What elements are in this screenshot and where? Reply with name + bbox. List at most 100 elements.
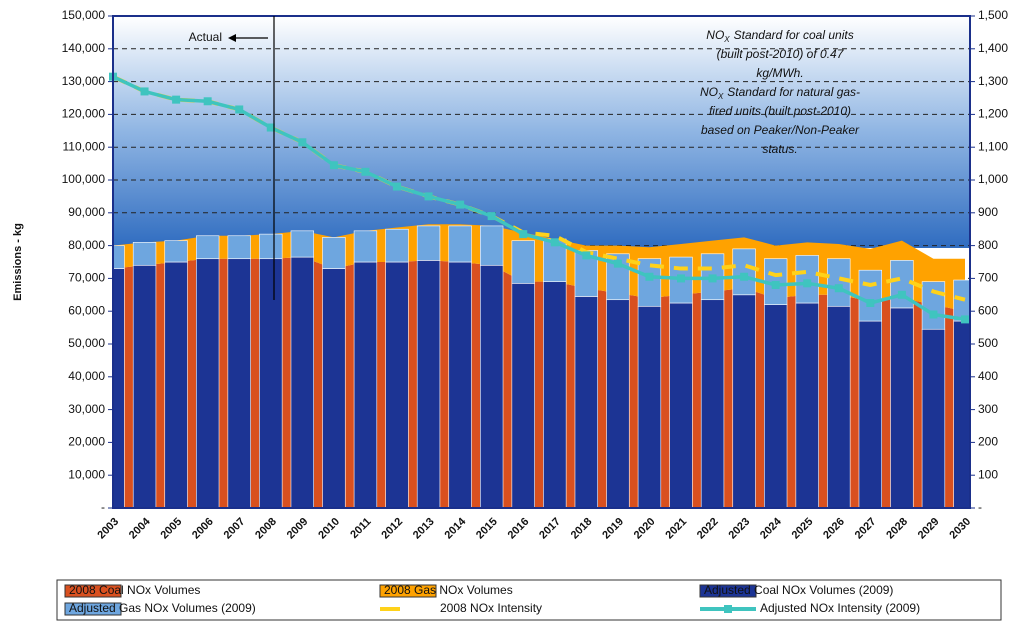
- y-tick-label: 10,000: [68, 467, 105, 481]
- marker: [393, 182, 401, 191]
- y-tick-label: 150,000: [62, 8, 106, 22]
- legend-label: 2008 NOx Intensity: [440, 601, 542, 615]
- x-tick-label: 2018: [569, 516, 595, 542]
- bar: [322, 268, 346, 508]
- y-tick-label: 20,000: [68, 435, 105, 449]
- marker: [235, 105, 244, 114]
- bar: [385, 228, 409, 263]
- y-tick-label: 120,000: [62, 107, 106, 121]
- actual-label: Actual: [189, 30, 222, 44]
- marker: [961, 315, 969, 324]
- note-text: fired units (built post-2010): [709, 104, 851, 118]
- bar: [953, 320, 970, 508]
- marker: [613, 259, 622, 268]
- y2-tick-label: 600: [978, 303, 998, 317]
- y2-tick-label: 1,400: [978, 41, 1008, 55]
- x-tick-label: 2009: [285, 516, 311, 542]
- note-line: status.: [762, 142, 797, 156]
- legend: 2008 Coal NOx Volumes 2008 Gas NOx Volume…: [64, 583, 920, 616]
- bar: [416, 225, 441, 261]
- bar: [637, 258, 662, 307]
- x-tick-label: 2026: [821, 516, 847, 542]
- x-tick-label: 2015: [474, 516, 500, 542]
- legend-label: Adjusted NOx Intensity (2009): [760, 601, 920, 615]
- marker: [266, 123, 275, 132]
- plot-frame: [112, 15, 971, 509]
- note-text: (built post-2010) of 0.47: [717, 47, 845, 61]
- marker: [771, 280, 780, 289]
- y-tick-label: 40,000: [68, 369, 105, 383]
- bar: [511, 283, 535, 508]
- x-tick-label: 2007: [222, 516, 248, 542]
- bar: [637, 305, 662, 508]
- x-tick-label: 2029: [916, 516, 942, 542]
- bar: [480, 264, 504, 508]
- x-tick-label: 2003: [95, 516, 121, 542]
- y2-tick-label: -: [978, 500, 982, 514]
- x-tick-label: 2010: [316, 516, 342, 542]
- marker: [929, 310, 938, 319]
- y-tick-label: 140,000: [62, 41, 106, 55]
- bar: [196, 258, 220, 508]
- note-text: Standard for natural gas-: [727, 85, 860, 99]
- x-tick-label: 2021: [663, 516, 689, 542]
- x-tick-label: 2006: [190, 516, 216, 542]
- note-prefix: NO: [700, 85, 718, 99]
- y-tick-label: -: [101, 500, 105, 514]
- legend-label: 2008 Coal NOx Volumes: [69, 583, 200, 597]
- note-prefix: NO: [706, 28, 724, 42]
- bar: [385, 261, 409, 508]
- bar: [606, 299, 630, 508]
- bar: [196, 235, 220, 260]
- note-text: kg/MWh.: [756, 66, 803, 80]
- note-line: kg/MWh.: [756, 66, 803, 80]
- marker: [866, 299, 875, 307]
- bar: [921, 281, 946, 330]
- marker: [803, 279, 812, 288]
- y-tick-label: 30,000: [68, 402, 105, 416]
- marker: [172, 95, 181, 104]
- x-tick-label: 2024: [758, 515, 784, 541]
- bar: [511, 240, 535, 284]
- x-tick-label: 2022: [695, 516, 721, 542]
- bar: [448, 261, 472, 508]
- y2-tick-label: 1,500: [978, 8, 1008, 22]
- note-line: based on Peaker/Non-Peaker: [701, 123, 860, 137]
- line: [112, 75, 966, 322]
- marker: [456, 200, 465, 209]
- note-text: based on Peaker/Non-Peaker: [701, 123, 860, 137]
- bar: [164, 240, 188, 263]
- y-tick-label: 60,000: [68, 303, 105, 317]
- bar: [353, 261, 378, 508]
- bar: [732, 248, 756, 296]
- bar: [795, 255, 819, 304]
- x-tick-label: 2019: [600, 516, 626, 542]
- bar: [322, 237, 346, 269]
- y2-tick-label: 500: [978, 336, 998, 350]
- bar: [448, 225, 472, 263]
- bar: [700, 299, 725, 508]
- bar: [795, 302, 819, 508]
- legend-frame: [56, 579, 1002, 621]
- y-tick-label: 110,000: [63, 139, 106, 153]
- legend-swatch: [64, 602, 122, 616]
- x-tick-label: 2016: [506, 516, 532, 542]
- bar: [953, 279, 970, 322]
- bar: [416, 260, 441, 508]
- marker: [203, 97, 212, 106]
- marker: [424, 192, 433, 201]
- note-text: status.: [762, 142, 797, 156]
- bar: [764, 304, 788, 508]
- y-tick-label: 130,000: [62, 74, 106, 88]
- bar: [732, 294, 756, 508]
- bar: [669, 302, 693, 508]
- note-text: Standard for coal units: [734, 28, 854, 42]
- y2-tick-label: 700: [978, 271, 998, 285]
- x-tick-label: 2005: [158, 516, 184, 542]
- marker: [519, 230, 528, 239]
- legend-swatch: [379, 584, 437, 598]
- x-tick-label: 2025: [790, 516, 816, 542]
- x-tick-label: 2012: [379, 516, 405, 542]
- x-tick-label: 2023: [726, 516, 752, 542]
- bar: [227, 258, 251, 508]
